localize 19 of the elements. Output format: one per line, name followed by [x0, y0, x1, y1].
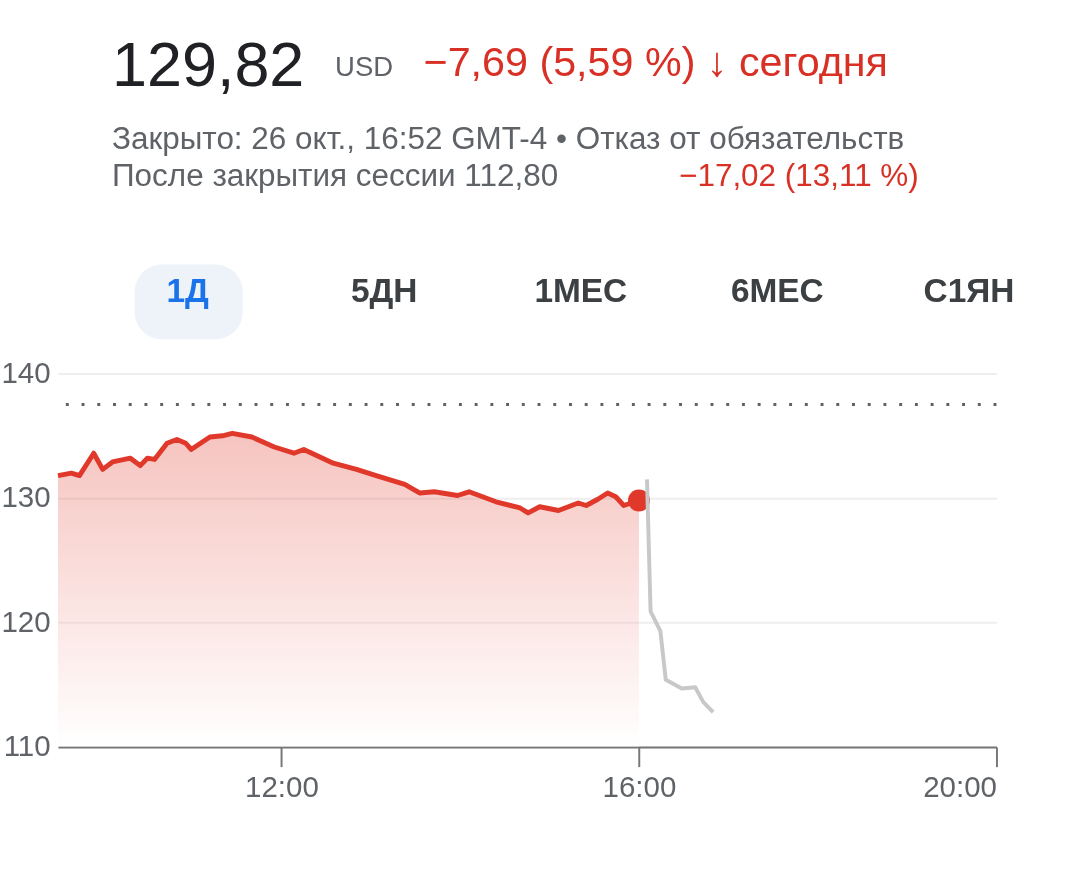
x-tick-label: 16:00 [602, 769, 677, 803]
text: 6МЕС [730, 271, 824, 309]
text: 1Д [166, 271, 210, 309]
y-tick-label: 130 [1, 480, 51, 514]
x-tick-label: 20:00 [923, 769, 997, 803]
text: 1МЕС [534, 271, 628, 309]
line-series [645, 477, 716, 715]
text: После закрытия сессии 112,80 [112, 157, 559, 193]
x-tick-label: 12:00 [245, 769, 319, 803]
text: −17,02 (13,11 %) [679, 157, 919, 193]
chart-title: 129,82 [112, 28, 305, 99]
text: USD [335, 50, 394, 82]
y-tick-label: 110 [3, 729, 51, 763]
text: 5ДН [350, 271, 418, 309]
y-tick-label: 120 [1, 604, 51, 638]
y-tick-label: 140 [1, 355, 51, 389]
text: С1ЯН [923, 271, 1015, 309]
text: −7,69 (5,59 %) ↓ сегодня [423, 38, 888, 85]
chart-subtitle: Закрыто: 26 окт., 16:52 GMT-4 • Отказ от обязательств [112, 120, 905, 156]
